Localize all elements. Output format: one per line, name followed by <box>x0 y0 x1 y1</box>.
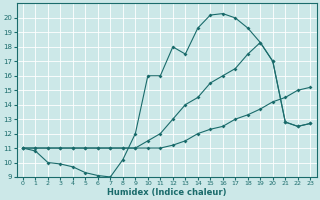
X-axis label: Humidex (Indice chaleur): Humidex (Indice chaleur) <box>107 188 226 197</box>
